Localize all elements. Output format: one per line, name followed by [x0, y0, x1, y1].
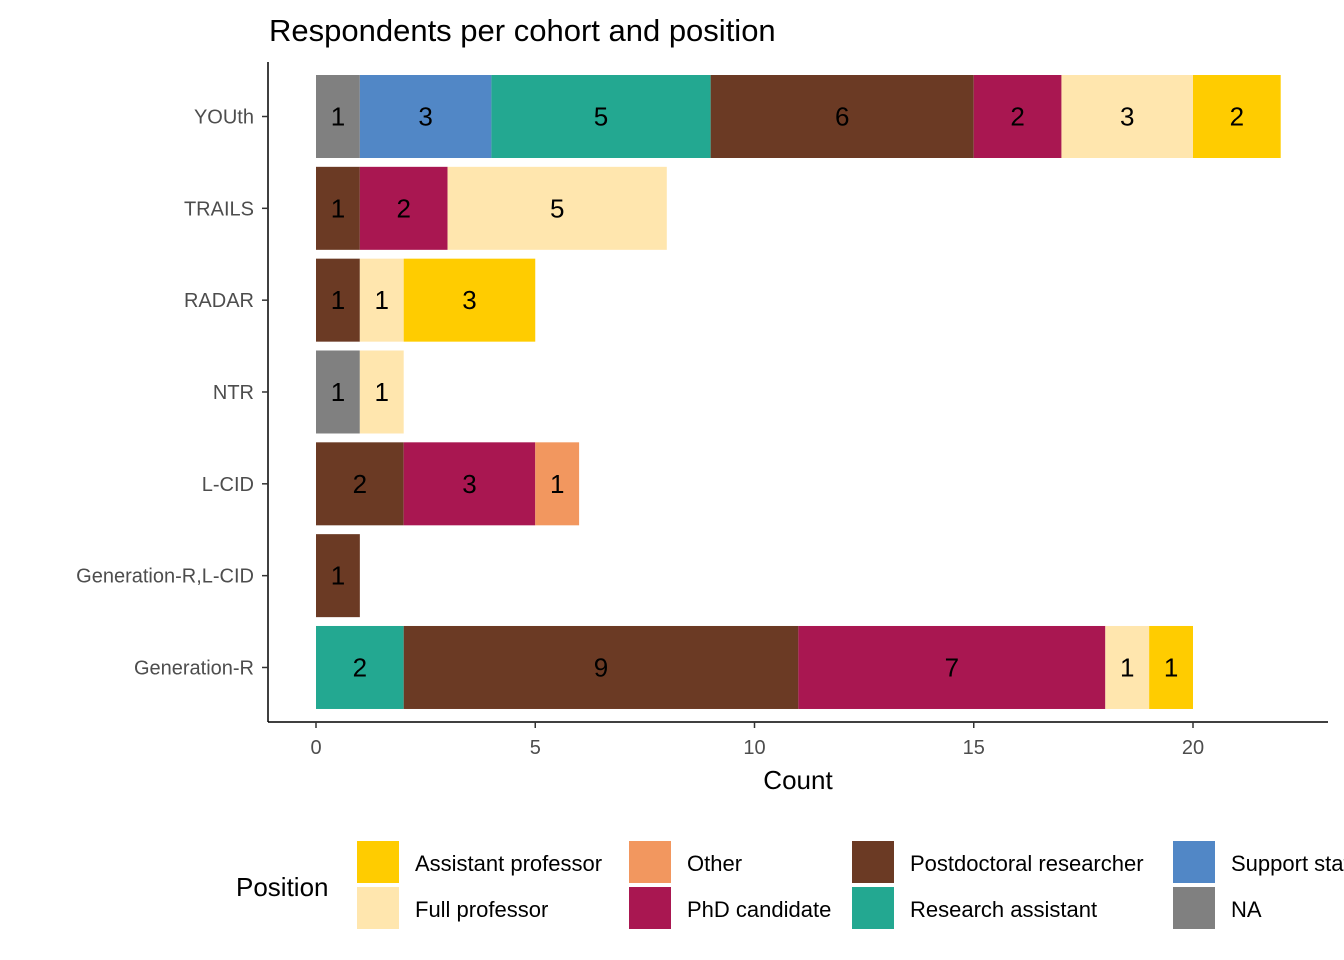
legend-label: NA: [1231, 897, 1262, 922]
y-tick-label: Generation-R: [134, 657, 254, 679]
y-tick-label: Generation-R,L-CID: [76, 566, 254, 588]
x-axis-title: Count: [763, 765, 833, 795]
bar-value-label: 3: [462, 469, 476, 499]
bar-value-label: 2: [353, 469, 367, 499]
legend-label: Assistant professor: [415, 851, 602, 876]
bar-radar-assistant-professor: [403, 258, 536, 342]
bar-value-label: 1: [1164, 652, 1178, 682]
bar-generation-r-full-professor: [1105, 625, 1150, 709]
bar-generation-r-research-assistant: [316, 625, 404, 709]
bar-generation-r-phd-candidate: [798, 625, 1106, 709]
bar-labels-layer: 1 3 5 6 2 3 21 2 51 1 31 12 3 112 9 7 1 1: [331, 102, 1244, 683]
bar-value-label: 3: [1120, 102, 1134, 132]
bar-generation-r-postdoctoral-researcher: [403, 625, 799, 709]
bar-youth-na: [316, 75, 360, 158]
y-axis-ticks: YOUth TRAILS RADAR NTR L-CID Generation-R,L-C…: [76, 107, 268, 679]
legend-key-other: [629, 841, 671, 883]
bar-youth-assistant-professor: [1193, 75, 1281, 158]
bar-value-label: 1: [331, 561, 345, 591]
legend-label: Other: [687, 851, 742, 876]
bar-value-label: 6: [835, 102, 849, 132]
bar-value-label: 1: [331, 102, 345, 132]
y-tick-label: NTR: [213, 382, 254, 404]
legend-key-assistant-professor: [357, 841, 399, 883]
bar-l-cid-other: [535, 442, 580, 526]
legend-key-support-staff: [1173, 841, 1215, 883]
bar-value-label: 3: [462, 285, 476, 315]
bar-youth-research-assistant: [491, 75, 711, 158]
bar-value-label: 1: [375, 285, 389, 315]
legend-label: Support staff: [1231, 851, 1344, 876]
chart-title: Respondents per cohort and position: [269, 13, 776, 48]
legend-label: PhD candidate: [687, 897, 831, 922]
x-tick-label: 0: [310, 737, 321, 759]
bar-value-label: 1: [375, 377, 389, 407]
bar-value-label: 1: [1120, 652, 1134, 682]
bar-radar-full-professor: [359, 258, 404, 342]
legend-key-na: [1173, 887, 1215, 929]
bars-layer: [316, 75, 1281, 709]
bar-generation-r-l-cid-postdoctoral-researcher: [316, 534, 360, 618]
bar-value-label: 5: [550, 193, 564, 223]
bar-value-label: 7: [945, 652, 959, 682]
legend-title: Position: [236, 872, 329, 902]
y-tick-label: TRAILS: [184, 198, 254, 220]
bar-youth-postdoctoral-researcher: [710, 75, 974, 158]
bar-l-cid-postdoctoral-researcher: [316, 442, 404, 526]
legend: Assistant professor Full professor Other Ph…: [357, 841, 1344, 929]
bar-radar-postdoctoral-researcher: [316, 258, 360, 342]
bar-value-label: 1: [550, 469, 564, 499]
bar-trails-full-professor: [447, 166, 667, 250]
x-tick-label: 20: [1182, 737, 1204, 759]
bar-value-label: 1: [331, 285, 345, 315]
bar-youth-support-staff: [359, 75, 492, 158]
bar-youth-full-professor: [1061, 75, 1193, 158]
bar-l-cid-phd-candidate: [403, 442, 536, 526]
bar-value-label: 9: [594, 652, 608, 682]
x-tick-label: 10: [743, 737, 765, 759]
legend-label: Research assistant: [910, 897, 1097, 922]
bar-value-label: 3: [418, 102, 432, 132]
legend-key-postdoctoral-researcher: [852, 841, 894, 883]
bar-value-label: 2: [1230, 102, 1244, 132]
y-tick-label: YOUth: [194, 107, 254, 129]
x-tick-label: 15: [963, 737, 985, 759]
bar-value-label: 5: [594, 102, 608, 132]
bar-value-label: 2: [353, 652, 367, 682]
legend-key-phd-candidate: [629, 887, 671, 929]
bar-trails-phd-candidate: [359, 166, 448, 250]
bar-ntr-na: [316, 350, 360, 434]
bar-value-label: 2: [396, 193, 410, 223]
bar-trails-postdoctoral-researcher: [316, 166, 360, 250]
legend-label: Full professor: [415, 897, 548, 922]
y-tick-label: RADAR: [184, 290, 254, 312]
y-tick-label: L-CID: [202, 474, 254, 496]
legend-key-research-assistant: [852, 887, 894, 929]
bar-ntr-full-professor: [359, 350, 404, 434]
bar-youth-phd-candidate: [973, 75, 1062, 158]
legend-label: Postdoctoral researcher: [910, 851, 1144, 876]
bar-value-label: 1: [331, 377, 345, 407]
bar-generation-r-assistant-professor: [1149, 625, 1193, 709]
legend-key-full-professor: [357, 887, 399, 929]
bar-value-label: 2: [1010, 102, 1024, 132]
bar-value-label: 1: [331, 193, 345, 223]
x-tick-label: 5: [530, 737, 541, 759]
x-axis-ticks: 0 5 10 15 20: [310, 722, 1204, 759]
